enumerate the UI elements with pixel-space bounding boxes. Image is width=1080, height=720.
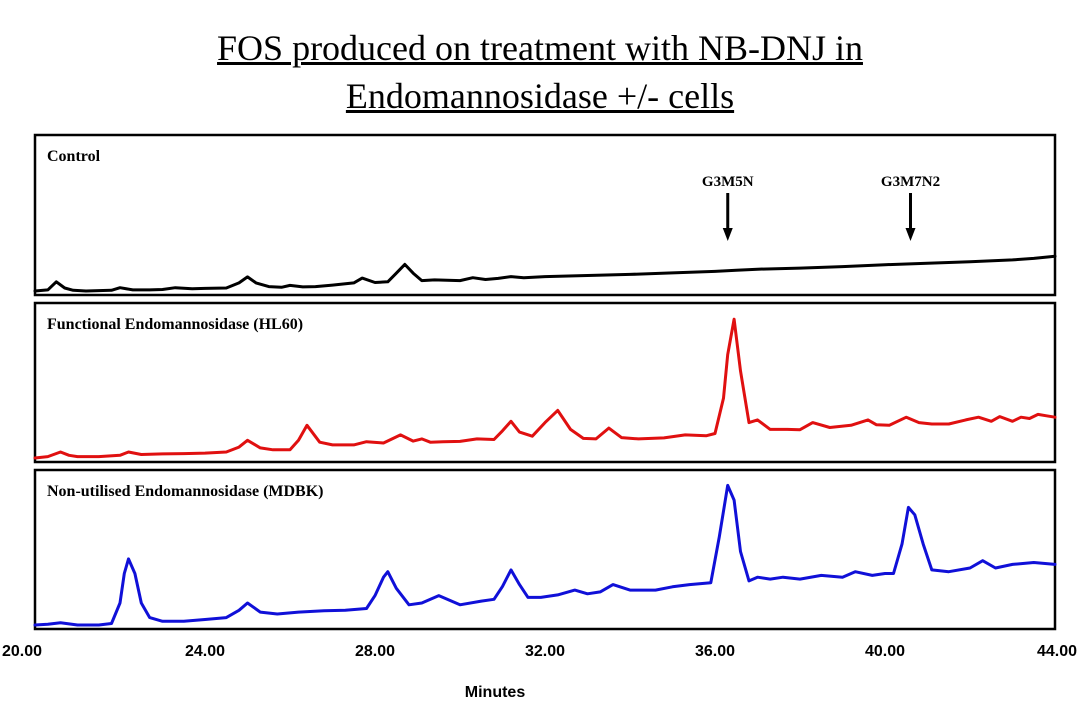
chart-title-line-2: Endomannosidase +/- cells: [345, 76, 735, 116]
series-line-1: [33, 254, 1057, 293]
annotation-label-2: G3M7N2: [881, 174, 940, 190]
annotation-label-1: G3M5N: [702, 174, 754, 190]
panel-frame-2: [33, 301, 1057, 464]
chart-title-line-1: FOS produced on treatment with NB-DNJ in: [217, 28, 863, 68]
x-tick-label-7: 44.00: [1037, 643, 1077, 660]
panel-frame-3: [33, 468, 1057, 631]
x-tick-label-1: 20.00: [2, 643, 42, 660]
annotation-arrow-head-2: [905, 228, 916, 241]
series-line-3: [33, 483, 1057, 627]
panel-label-1: Control: [47, 148, 101, 165]
series-line-2: [33, 317, 1057, 460]
chart-title: FOS produced on treatment with NB-DNJ in…: [0, 24, 1080, 120]
panel-label-3: Non-utilised Endomannosidase (MDBK): [47, 483, 324, 500]
x-tick-label-6: 40.00: [865, 643, 905, 660]
panel-label-2: Functional Endomannosidase (HL60): [47, 316, 303, 333]
x-tick-label-4: 32.00: [525, 643, 565, 660]
panel-frame-1: [33, 133, 1057, 297]
x-tick-label-3: 28.00: [355, 643, 395, 660]
x-tick-label-2: 24.00: [185, 643, 225, 660]
x-tick-label-5: 36.00: [695, 643, 735, 660]
annotation-arrow-head-1: [722, 228, 733, 241]
x-axis-label: Minutes: [465, 684, 526, 701]
